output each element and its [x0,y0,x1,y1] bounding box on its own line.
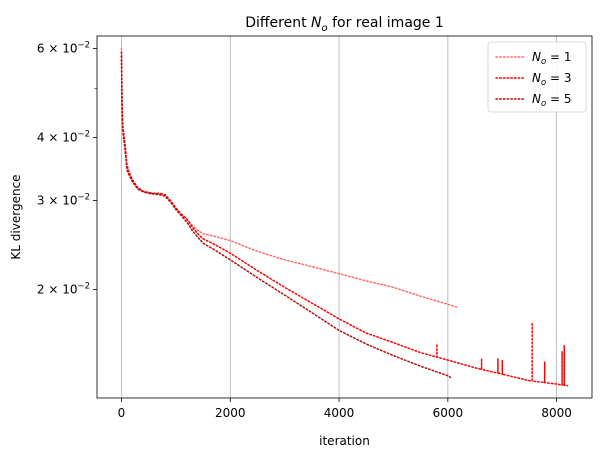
legend: No = 1 No = 3 No = 5 [487,41,587,113]
legend-entry: No = 5 [532,92,572,109]
y-axis-label: KL divergence [9,174,23,259]
x-axis-label: iteration [319,434,370,448]
x-tick-label: 6000 [433,406,464,420]
legend-entry: No = 3 [532,71,572,88]
x-tick-label: 2000 [215,406,246,420]
y-tick-label: 3 × 10−2 [37,193,90,208]
chart-title: Different No for real image 1 [245,15,444,34]
legend-box [487,41,587,113]
series-line [120,55,452,379]
series-lines [120,47,569,387]
y-axis-ticks: 2 × 10−2 3 × 10−2 4 × 10−2 6 × 10−2 [37,40,97,297]
y-tick-label: 2 × 10−2 [37,282,90,297]
x-axis-ticks: 0 2000 4000 6000 8000 [118,398,572,420]
series-line [120,51,569,387]
legend-entry: No = 1 [532,50,572,67]
x-tick-label: 8000 [541,406,572,420]
x-tick-label: 4000 [324,406,355,420]
x-tick-label: 0 [118,406,126,420]
y-tick-label: 6 × 10−2 [37,40,90,55]
plot-area-frame [96,35,593,399]
y-tick-label: 4 × 10−2 [37,129,90,144]
